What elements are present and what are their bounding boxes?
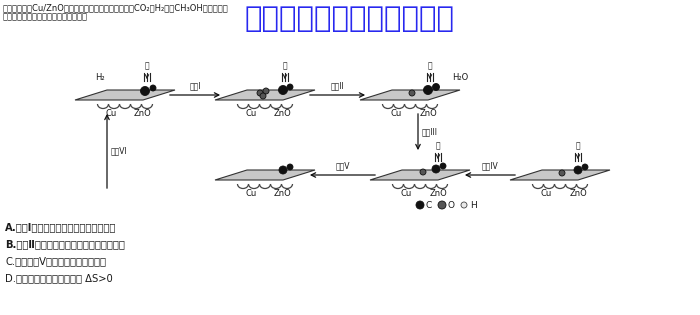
Text: 光: 光 (428, 61, 433, 70)
Text: H₂O: H₂O (452, 72, 468, 82)
Polygon shape (510, 170, 610, 180)
Text: 过程V: 过程V (335, 161, 350, 170)
Circle shape (424, 85, 433, 94)
Circle shape (574, 166, 582, 174)
Text: 科研人员利用Cu/ZnO作催化剂，在光照条件下实现了CO₂和H₂合成CH₃OH，该反应历: 科研人员利用Cu/ZnO作催化剂，在光照条件下实现了CO₂和H₂合成CH₃OH，… (3, 3, 229, 12)
Text: C.经历过程V后，氢原子的总数减少: C.经历过程V后，氢原子的总数减少 (5, 256, 106, 266)
Polygon shape (370, 170, 470, 180)
Polygon shape (215, 170, 315, 180)
Circle shape (420, 169, 426, 175)
Text: ZnO: ZnO (569, 189, 587, 198)
Text: Cu: Cu (391, 109, 402, 118)
Text: 过程VI: 过程VI (111, 146, 127, 156)
Circle shape (141, 87, 150, 95)
Text: 光: 光 (435, 141, 440, 150)
Text: 光: 光 (575, 141, 580, 150)
Circle shape (416, 201, 424, 209)
Text: ZnO: ZnO (274, 189, 292, 198)
Text: Cu: Cu (246, 189, 257, 198)
Circle shape (287, 84, 293, 90)
Text: Cu: Cu (400, 189, 412, 198)
Text: 过程IV: 过程IV (482, 161, 498, 170)
Circle shape (260, 93, 266, 99)
Text: H: H (470, 201, 477, 209)
Circle shape (433, 83, 440, 90)
Text: ZnO: ZnO (419, 109, 437, 118)
Circle shape (279, 166, 287, 174)
Circle shape (287, 164, 293, 170)
Polygon shape (360, 90, 460, 100)
Text: 光: 光 (283, 61, 287, 70)
Circle shape (432, 165, 440, 173)
Circle shape (257, 90, 263, 96)
Text: 过程I: 过程I (189, 81, 201, 90)
Circle shape (559, 170, 565, 176)
Circle shape (438, 201, 446, 209)
Polygon shape (215, 90, 315, 100)
Text: ZnO: ZnO (134, 109, 152, 118)
Text: O: O (448, 201, 455, 209)
Text: Cu: Cu (540, 189, 552, 198)
Text: H₂: H₂ (95, 72, 105, 82)
Circle shape (582, 164, 588, 170)
Text: C: C (426, 201, 433, 209)
Text: ZnO: ZnO (429, 189, 447, 198)
Text: 过程II: 过程II (330, 81, 344, 90)
Text: ZnO: ZnO (274, 109, 292, 118)
Circle shape (279, 85, 288, 94)
Text: 微信公众号关注：趋找答案: 微信公众号关注：趋找答案 (245, 5, 455, 33)
Text: 程示意图如图所示，下列说法正确的是: 程示意图如图所示，下列说法正确的是 (3, 12, 88, 21)
Circle shape (440, 163, 446, 169)
Circle shape (150, 85, 156, 91)
Text: B.过程Ⅱ中存在非极性共价键的断裂与形成: B.过程Ⅱ中存在非极性共价键的断裂与形成 (5, 239, 125, 249)
Text: 光: 光 (145, 61, 149, 70)
Text: 过程III: 过程III (422, 128, 438, 136)
Circle shape (461, 202, 467, 208)
Circle shape (409, 90, 415, 96)
Text: D.在常温常压下，总反应的 ΔS>0: D.在常温常压下，总反应的 ΔS>0 (5, 273, 113, 283)
Text: A.过程Ⅰ中光能为化学键的断裂提供能量: A.过程Ⅰ中光能为化学键的断裂提供能量 (5, 222, 116, 232)
Text: Cu: Cu (246, 109, 257, 118)
Text: Cu: Cu (106, 109, 117, 118)
Polygon shape (75, 90, 175, 100)
Circle shape (263, 88, 269, 94)
